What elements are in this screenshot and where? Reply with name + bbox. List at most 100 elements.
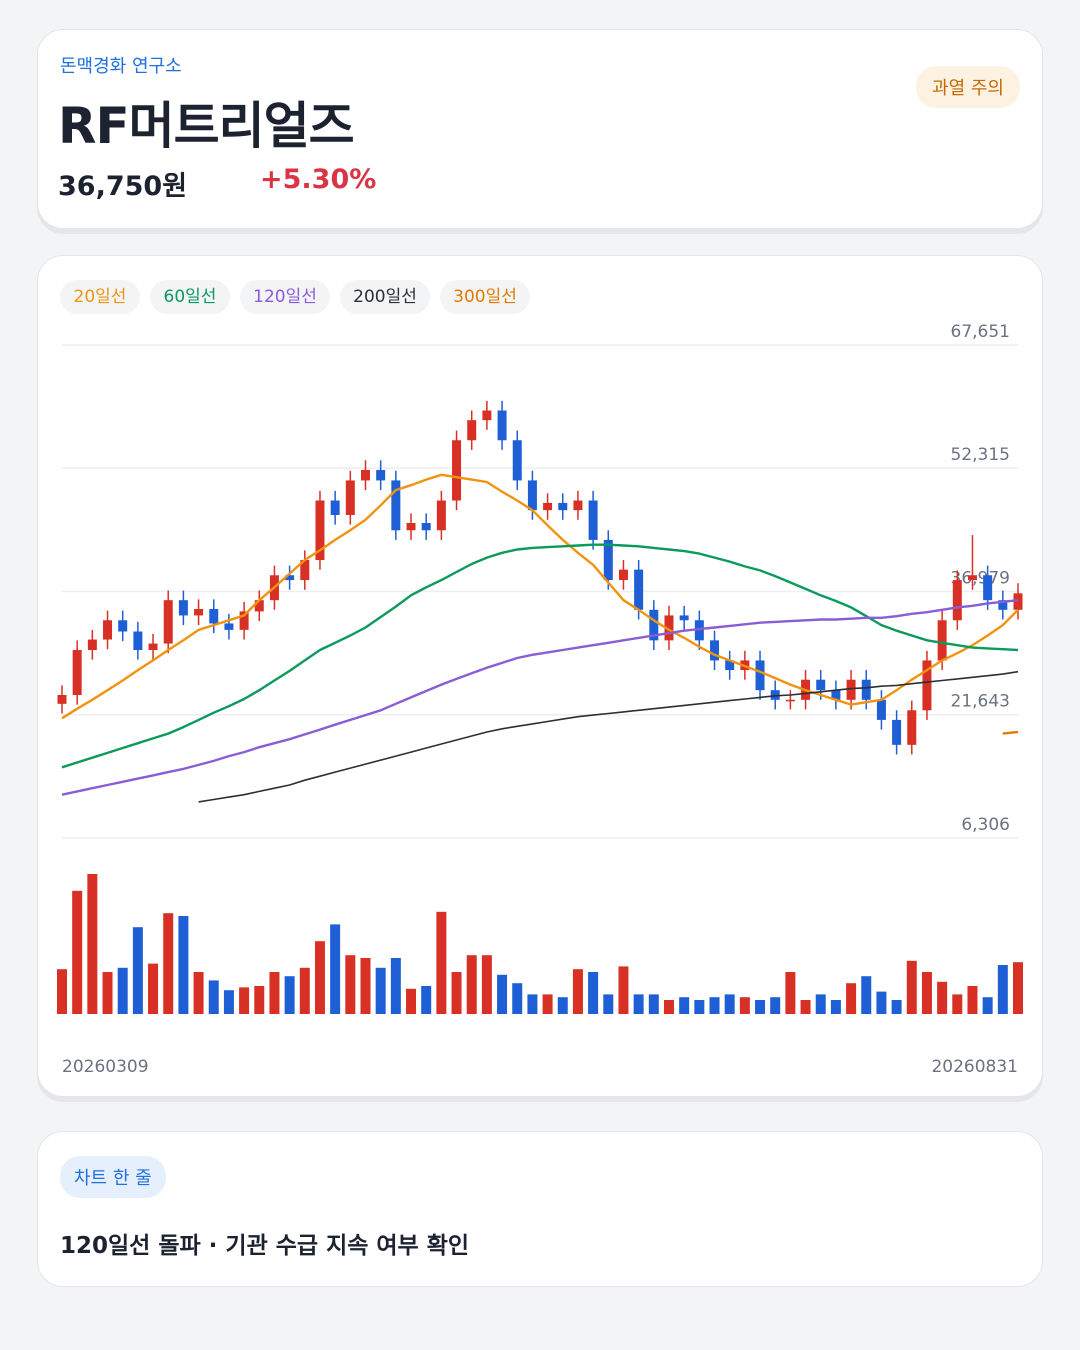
candle-body: [224, 623, 234, 630]
volume-bar: [952, 994, 963, 1014]
candle-body: [952, 580, 962, 621]
volume-bar: [481, 955, 492, 1014]
legend-label: 200일선: [353, 287, 417, 307]
candle-body: [937, 620, 947, 661]
candle-body: [391, 480, 401, 531]
candle-body: [254, 600, 264, 612]
candle-body: [603, 539, 613, 581]
ma-line: [61, 543, 1019, 769]
volume-bar: [861, 976, 872, 1014]
candle-body: [998, 600, 1008, 610]
volume-bar: [937, 981, 948, 1014]
candle-body: [1013, 593, 1023, 610]
candle-body: [421, 523, 431, 531]
legend-chip: [340, 280, 430, 314]
chart-body: 20일선 60일선 120일선 200일선 300일선 67,651 52,315 36,97…: [57, 280, 1023, 1077]
volume-bar: [618, 966, 629, 1014]
legend-label: 20일선: [74, 287, 127, 307]
volume-bar: [466, 955, 477, 1014]
candle-body: [406, 523, 416, 531]
volume-bar: [557, 997, 568, 1014]
ma-line: [1002, 730, 1019, 735]
candle-body: [543, 502, 553, 511]
volume-bar: [163, 913, 174, 1014]
volume-bar: [193, 972, 204, 1014]
volume-bar: [360, 958, 371, 1014]
volume-bar: [254, 986, 265, 1014]
volume-bar: [208, 980, 219, 1014]
volume-bar: [87, 874, 98, 1014]
volume-bar: [800, 1000, 811, 1014]
candle-body: [360, 469, 370, 481]
volume-bar: [72, 890, 83, 1014]
candle-body: [239, 611, 249, 630]
volume-bar: [694, 1000, 705, 1014]
candle-body: [87, 639, 97, 650]
volume-bar: [269, 972, 280, 1014]
volume-bar: [421, 986, 432, 1014]
badge: 과열 주의: [916, 66, 1020, 108]
candle-body: [816, 679, 826, 691]
legend-chip: [60, 280, 140, 314]
volume-bar: [785, 972, 796, 1014]
candle-body: [436, 500, 446, 531]
y-tick-label: 6,306: [961, 815, 1010, 835]
volume-bar: [132, 927, 143, 1014]
candle-body: [907, 710, 917, 745]
candle-body: [285, 575, 295, 581]
volume-bar: [906, 960, 917, 1014]
candle-body: [194, 609, 204, 616]
volume-bar: [345, 955, 356, 1014]
volume-bar: [284, 976, 295, 1014]
volume-bar: [755, 1000, 766, 1014]
volume-bar: [982, 997, 993, 1014]
y-tick-label: 21,643: [951, 692, 1010, 712]
candle-body: [573, 500, 583, 511]
volume-bar: [967, 986, 978, 1014]
x-tick-label: 20260831: [931, 1057, 1018, 1077]
candle-body: [831, 690, 841, 700]
volume-bar: [436, 911, 447, 1014]
volume-bar: [921, 972, 932, 1014]
chart: 20일선 60일선 120일선 200일선 300일선 67,651 52,315 36,97…: [57, 280, 1023, 1077]
volume-bar: [588, 972, 599, 1014]
candle-body: [133, 631, 143, 650]
note-card: 차트 한 줄 120일선 돌파 · 기관 수급 지속 여부 확인: [37, 1131, 1043, 1287]
ma-line: [61, 599, 1019, 796]
stock-name: RF머트리얼즈: [58, 97, 355, 155]
candle-body: [983, 575, 993, 601]
candle-body: [588, 500, 598, 540]
legend-chip: [440, 280, 530, 314]
volume-bar: [314, 941, 325, 1014]
candle-body: [452, 440, 462, 501]
candle-body: [376, 469, 386, 481]
source: 돈맥경화 연구소: [60, 56, 182, 77]
volume-bar: [679, 997, 690, 1014]
volume-bar: [406, 988, 417, 1014]
volume-bar: [512, 983, 523, 1014]
volume-bar: [770, 997, 781, 1014]
candle-body: [876, 699, 886, 720]
volume-bar: [239, 987, 250, 1014]
volume-bar: [102, 972, 113, 1014]
volume-bar: [223, 990, 234, 1014]
candle-body: [618, 569, 628, 581]
candle-body: [785, 699, 795, 702]
candle-body: [300, 559, 310, 581]
price: 36,750원: [58, 171, 188, 202]
candle-body: [148, 643, 158, 650]
volume-bar: [148, 963, 159, 1014]
volume-bar: [330, 924, 341, 1014]
y-tick-label: 67,651: [951, 322, 1010, 342]
candle-body: [694, 620, 704, 641]
volume-bar: [724, 994, 735, 1014]
volume-bar: [178, 916, 189, 1014]
x-tick-label: 20260309: [62, 1057, 149, 1077]
volume-bar: [633, 994, 644, 1014]
candle-body: [664, 615, 674, 641]
candle-body: [209, 609, 219, 624]
legend-chip: [240, 280, 330, 314]
candle-body: [512, 440, 522, 481]
note-text: 120일선 돌파 · 기관 수급 지속 여부 확인: [60, 1233, 470, 1259]
candle-body: [649, 609, 659, 641]
